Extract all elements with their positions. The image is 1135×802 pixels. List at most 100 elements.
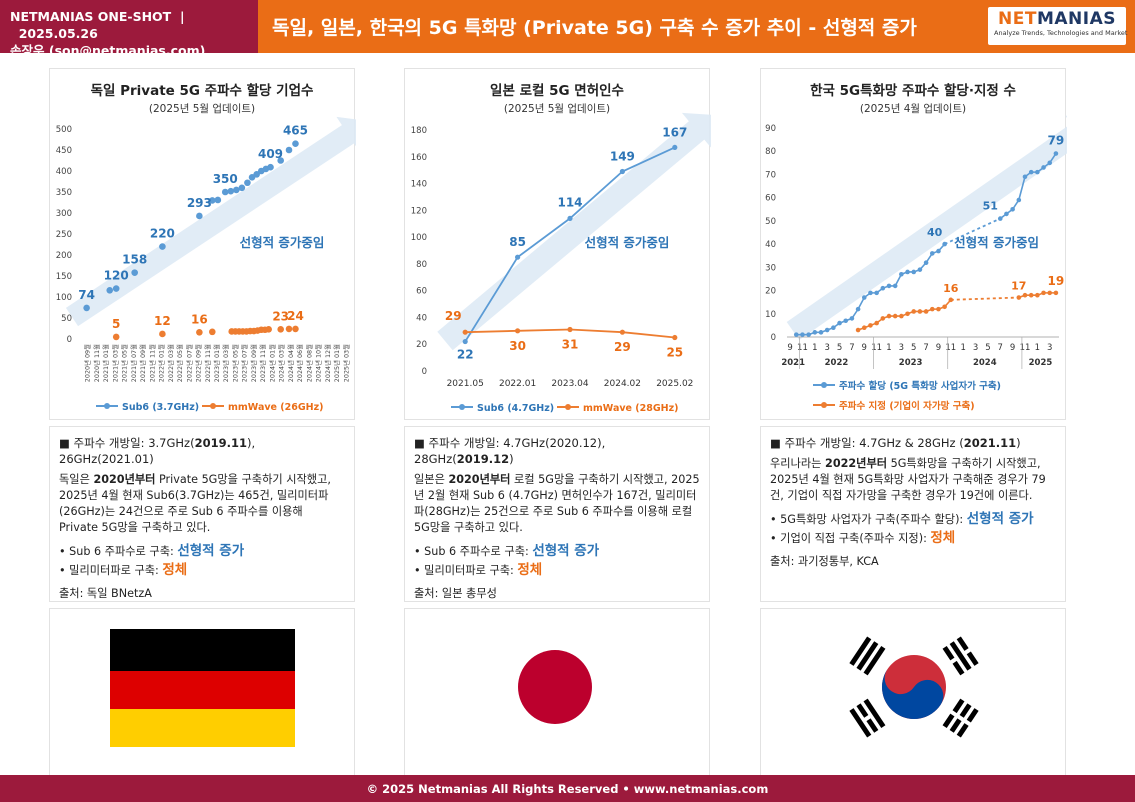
- x-tick-label: 2022년 01월: [157, 344, 166, 382]
- legend-marker: [104, 403, 110, 409]
- data-point: [1028, 292, 1034, 298]
- x-tick-label: 3: [1047, 343, 1052, 353]
- logo-tagline: Analyze Trends, Technologies and Market: [994, 29, 1128, 37]
- x-tick-label: 2023년 01월: [212, 344, 221, 382]
- data-label: 79: [1048, 134, 1065, 148]
- description: 우리나라는 2022년부터 5G특화망을 구축하기 시작했고, 2025년 4월…: [770, 457, 1046, 502]
- trend-arrow: [65, 116, 356, 327]
- source: 출처: 독일 BNetzA: [59, 587, 152, 600]
- data-point: [672, 334, 678, 341]
- data-point: [515, 328, 521, 334]
- year-label: 2024: [973, 358, 997, 368]
- header-separator: |: [179, 9, 185, 24]
- bullet-sub6: • Sub 6 주파수로 구축: 선형적 증가: [59, 543, 245, 559]
- data-point: [244, 179, 251, 187]
- x-tick-label: 2022년 11월: [203, 344, 212, 382]
- legend-marker: [459, 404, 465, 410]
- x-tick-label: 2020년 09월: [83, 344, 92, 382]
- data-label: 23: [272, 309, 289, 323]
- x-tick-label: 2021년 11월: [147, 344, 156, 382]
- data-point: [227, 187, 235, 195]
- x-tick-label: 2023년 07월: [240, 344, 249, 382]
- y-tick-label: 250: [56, 230, 72, 240]
- x-tick-label: 2021년 01월: [101, 344, 110, 382]
- chart-panel-korea: 한국 5G특화망 주파수 할당·지정 수 (2025년 4월 업데이트) 0 10…: [760, 68, 1067, 420]
- x-tick-label: 2023년 11월: [258, 344, 267, 382]
- data-point: [285, 325, 293, 333]
- trend-arrow: [437, 112, 711, 351]
- legend-label: 주파수 할당 (5G 특화망 사업자가 구축): [839, 380, 1001, 392]
- chart-subtitle: (2025년 5월 업데이트): [148, 103, 256, 115]
- y-tick-label: 0: [771, 333, 776, 343]
- y-tick-label: 50: [765, 217, 776, 227]
- data-point: [874, 290, 879, 296]
- year-label: 2025: [1029, 358, 1053, 368]
- data-point: [1047, 160, 1053, 166]
- data-point: [905, 311, 910, 317]
- data-point: [861, 325, 867, 331]
- data-point: [843, 318, 849, 324]
- y-tick-label: 140: [411, 180, 427, 190]
- x-tick-label: 2021년 03월: [110, 344, 119, 382]
- data-point: [106, 286, 114, 294]
- data-point: [515, 254, 521, 260]
- series-dashed-line: [950, 296, 1019, 301]
- data-point: [196, 328, 203, 336]
- chart-subtitle: (2025년 5월 업데이트): [503, 103, 611, 115]
- data-label: 16: [191, 312, 208, 326]
- data-label: 30: [509, 339, 526, 353]
- y-tick-label: 0: [422, 367, 427, 377]
- y-tick-label: 300: [56, 209, 72, 219]
- data-point: [880, 316, 886, 321]
- data-label: 22: [457, 348, 474, 362]
- data-point: [855, 327, 861, 333]
- brand-label: NETMANIAS ONE-SHOT: [10, 9, 172, 24]
- data-label: 40: [927, 226, 943, 239]
- data-label: 29: [614, 340, 631, 354]
- y-tick-label: 100: [411, 233, 427, 243]
- x-tick-label: 1: [960, 343, 965, 353]
- x-tick-label: 11: [871, 343, 882, 353]
- y-tick-label: 100: [56, 293, 72, 303]
- x-tick-label: 1: [886, 343, 891, 353]
- chart-title: 일본 로컬 5G 면허인수: [490, 83, 624, 99]
- x-tick-label: 11: [797, 343, 808, 353]
- legend-marker: [565, 404, 571, 410]
- series-dashed-line: [944, 217, 1001, 245]
- x-tick-label: 3: [899, 343, 904, 353]
- y-tick-label: 80: [765, 147, 776, 157]
- korea-flag: [849, 636, 979, 738]
- data-point: [892, 313, 898, 319]
- series-line: [857, 299, 952, 331]
- bullet-sub6: • 5G특화망 사업자가 구축(주파수 할당): 선형적 증가: [770, 511, 1034, 527]
- data-point: [948, 297, 954, 303]
- data-point: [221, 188, 229, 196]
- data-point: [462, 338, 468, 345]
- data-point: [1016, 295, 1022, 300]
- x-tick-label: 1: [1035, 343, 1040, 353]
- x-tick-label: 2021.05: [447, 379, 484, 389]
- data-label: 29: [445, 309, 462, 323]
- data-point: [837, 320, 842, 326]
- legend-label: 주파수 지정 (기업이 자가망 구축): [839, 400, 975, 412]
- data-point: [874, 320, 879, 326]
- data-point: [1035, 169, 1040, 175]
- data-point: [196, 212, 203, 220]
- x-tick-label: 7: [923, 343, 928, 353]
- x-tick-label: 2023.04: [551, 379, 588, 389]
- annotation: 선형적 증가중임: [954, 235, 1039, 250]
- y-tick-label: 70: [765, 170, 776, 180]
- bullet-sub6: • Sub 6 주파수로 구축: 선형적 증가: [414, 543, 600, 559]
- data-point: [917, 309, 923, 314]
- x-tick-label: 9: [936, 343, 941, 353]
- y-tick-label: 90: [765, 124, 776, 134]
- x-tick-label: 2025년 03월: [341, 344, 350, 382]
- x-tick-label: 11: [1020, 343, 1031, 353]
- y-tick-label: 40: [416, 313, 427, 323]
- data-label: 220: [150, 227, 175, 241]
- x-tick-label: 9: [862, 343, 867, 353]
- data-point: [277, 157, 284, 164]
- data-point: [209, 328, 216, 336]
- y-tick-label: 200: [56, 251, 72, 261]
